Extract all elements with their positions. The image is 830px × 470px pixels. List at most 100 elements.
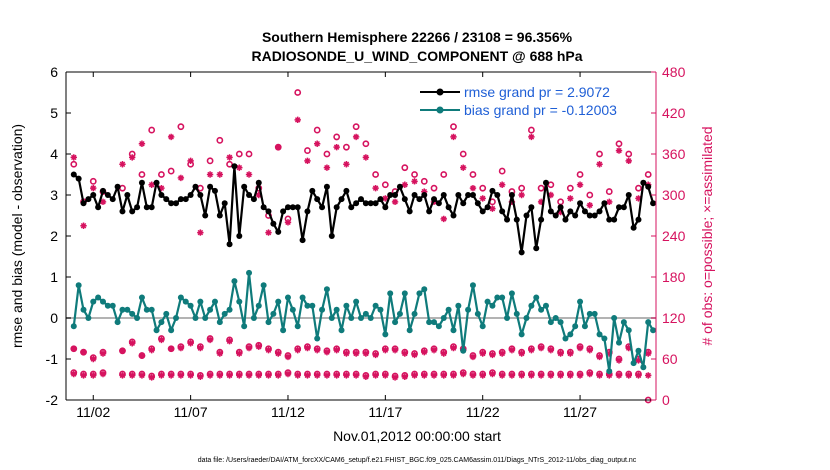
y-tick-label-right: 180 [662,269,686,285]
obs-possible-marker [420,177,428,185]
obs-assimilated-marker [528,133,535,141]
rmse-point [85,196,92,203]
rmse-point [538,216,545,223]
obs-assimilated-marker [450,133,457,141]
obs-assimilated-marker [187,372,194,379]
obs-assimilated-marker [547,372,555,379]
rmse-point [153,179,160,186]
rmse-point [319,204,326,211]
rmse-point [567,208,574,215]
rmse-point [75,175,82,182]
rmse-point [328,233,335,239]
bias-point [625,327,632,334]
bias-point [392,319,399,326]
obs-assimilated-marker [352,372,360,379]
rmse-point [606,216,613,223]
y-tick-label-right: 300 [662,187,686,203]
rmse-point [95,204,102,211]
obs-possible-marker [304,147,311,154]
bias-point [396,310,403,317]
obs-assimilated-marker [284,219,292,226]
obs-assimilated-marker [177,344,185,352]
obs-assimilated-marker [450,344,457,352]
obs-assimilated-marker [80,222,87,229]
x-tick-label: 11/17 [368,404,402,420]
bias-point [372,302,379,309]
y-tick-label-left: -2 [46,392,59,408]
y-axis-label-right: # of obs: o=possible; ×=assimilated [699,126,715,345]
obs-assimilated-marker [586,202,593,209]
rmse-point [372,200,379,207]
rmse-point [474,200,481,207]
obs-possible-marker [362,140,370,148]
obs-assimilated-marker [625,344,632,352]
bias-point [289,306,296,313]
rmse-point [280,208,287,215]
bias-point [207,306,214,313]
obs-possible-marker [352,123,360,131]
obs-assimilated-marker [206,171,214,178]
rmse-point [396,183,403,190]
x-tick-label: 11/12 [271,404,305,420]
x-tick-label: 11/27 [563,404,597,420]
obs-assimilated-marker [391,374,399,381]
bias-point [70,323,77,330]
obs-assimilated-marker [372,351,379,359]
obs-assimilated-marker [333,372,340,379]
obs-assimilated-marker [216,171,224,178]
y-tick-label-left: 2 [50,228,58,244]
obs-assimilated-marker [430,346,438,354]
rmse-point [99,187,106,194]
obs-assimilated-marker [255,343,262,350]
y-tick-label-left: 0 [50,310,58,326]
rmse-point [265,208,272,215]
rmse-point [640,179,647,186]
rmse-point [455,192,462,198]
bias-point [591,310,598,317]
bias-point [348,315,355,321]
rmse-point [601,200,608,207]
obs-assimilated-marker [245,171,253,178]
obs-assimilated-marker [304,372,311,379]
obs-possible-marker [527,126,535,134]
obs-possible-marker [313,126,321,134]
bias-point [401,290,408,297]
obs-possible-marker [342,143,350,151]
bias-point [474,310,481,317]
rmse-point [469,192,476,198]
rmse-point [650,200,657,207]
chart-title: Southern Hemisphere 22266 / 23108 = 96.3… [262,29,573,45]
rmse-point [406,208,413,215]
x-ticks: 11/02 11/07 11/12 11/17 11/22 11/27 [76,72,597,420]
obs-assimilated-marker [479,372,486,379]
rmse-point [187,192,194,198]
obs-assimilated-marker [576,344,584,352]
rmse-point [304,208,311,215]
obs-assimilated-marker [138,372,146,379]
obs-possible-marker [323,150,331,158]
obs-assimilated-marker [557,350,564,357]
obs-assimilated-marker [323,372,331,379]
bias-point [504,315,511,321]
obs-possible-marker [576,171,584,178]
rmse-point [562,216,569,223]
obs-assimilated-marker [498,181,506,188]
rmse-point [80,200,87,207]
bias-point [523,315,530,321]
obs-possible-marker [605,188,613,195]
rmse-point [416,196,423,203]
obs-possible-marker [440,171,448,178]
rmse-point [387,192,394,198]
bias-point [275,298,282,305]
y-tick-label-right: 60 [662,351,678,367]
rmse-point [518,249,525,256]
bias-point [484,298,491,305]
rmse-point [445,204,452,211]
rmse-point [504,216,511,223]
x-tick-label: 11/22 [466,404,500,420]
obs-assimilated-marker [606,350,613,357]
rmse-point [460,200,467,207]
rmse-point [577,200,584,207]
rmse-point [362,200,369,207]
